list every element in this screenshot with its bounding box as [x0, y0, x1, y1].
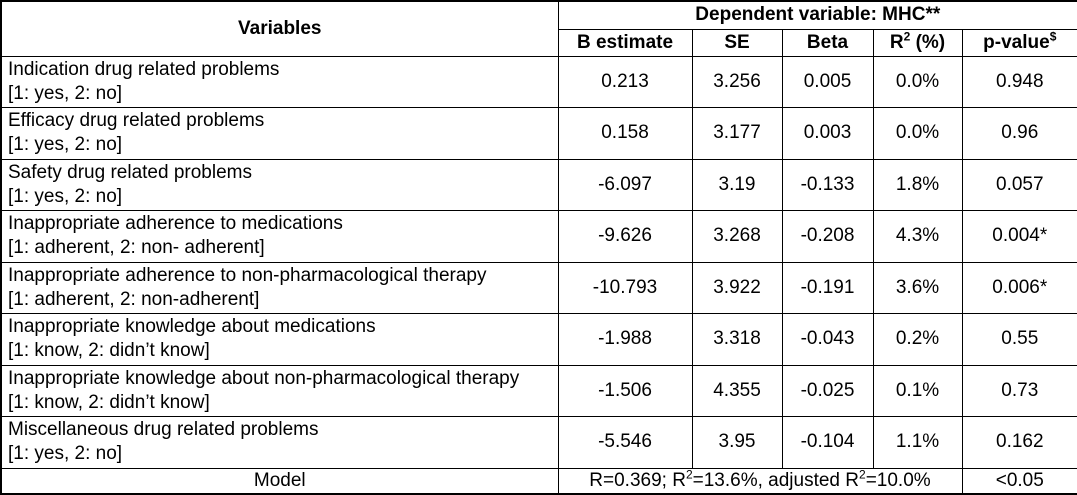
variable-range: [1: know, 2: didn’t know]	[8, 391, 210, 413]
header-row-dependent: Variables Dependent variable: MHC**	[0, 0, 1077, 57]
variable-cell: Inappropriate knowledge about medication…	[0, 313, 559, 366]
se-value: 3.19	[691, 158, 783, 211]
model-summary-sup: 2	[685, 468, 693, 482]
r-squared-value: 3.6%	[872, 261, 963, 314]
variable-cell: Inappropriate adherence to non-pharmacol…	[0, 261, 559, 314]
r-squared-value: 0.1%	[872, 364, 963, 417]
variable-range: [1: yes, 2: no]	[8, 443, 123, 465]
col-header-beta: Beta	[781, 28, 874, 57]
p-value-value: 0.73	[961, 364, 1077, 417]
model-summary-sup: 2	[859, 468, 866, 482]
se-value: 3.95	[691, 416, 783, 469]
p-value-base: p-value	[983, 31, 1050, 53]
table-row-indication-drp: Indication drug related problems [1: yes…	[0, 55, 1077, 108]
table-row-knowledge-non-pharmacological: Inappropriate knowledge about non-pharma…	[0, 364, 1077, 417]
variables-header-cell: Variables	[0, 0, 559, 57]
r-squared-value: 4.3%	[872, 210, 963, 263]
beta-value: 0.005	[781, 55, 874, 108]
b-estimate-value: -5.546	[557, 416, 693, 469]
se-value: 3.318	[691, 313, 783, 366]
p-value-value: 0.55	[961, 313, 1077, 366]
model-summary: R=0.369; R2=13.6%, adjusted R2=10.0%	[557, 467, 963, 495]
variable-cell: Safety drug related problems [1: yes, 2:…	[0, 158, 559, 211]
model-label: Model	[0, 467, 559, 495]
r-squared-value: 0.0%	[872, 55, 963, 108]
b-estimate-value: -6.097	[557, 158, 693, 211]
r-squared-value: 1.1%	[872, 416, 963, 469]
b-estimate-value: 0.213	[557, 55, 693, 108]
r-squared-value: 0.0%	[872, 107, 963, 160]
variable-label: Inappropriate knowledge about non-pharma…	[8, 367, 520, 389]
model-summary-part: =13.6%, adjusted R	[692, 469, 860, 491]
beta-value: -0.104	[781, 416, 874, 469]
variable-cell: Inappropriate knowledge about non-pharma…	[0, 364, 559, 417]
variable-cell: Miscellaneous drug related problems [1: …	[0, 416, 559, 469]
col-header-p-value: p-value$	[961, 28, 1077, 57]
variable-range: [1: adherent, 2: non- adherent]	[8, 237, 265, 259]
col-header-se: SE	[691, 28, 783, 57]
b-estimate-value: -1.506	[557, 364, 693, 417]
p-value-value: 0.162	[961, 416, 1077, 469]
beta-value: -0.025	[781, 364, 874, 417]
model-summary-part: R=0.369; R	[589, 469, 686, 491]
r-squared-sup: 2	[903, 29, 911, 44]
b-estimate-value: -1.988	[557, 313, 693, 366]
col-header-r-squared: R2 (%)	[872, 28, 963, 57]
r-squared-rest: (%)	[910, 31, 946, 53]
se-value: 3.177	[691, 107, 783, 160]
beta-value: -0.133	[781, 158, 874, 211]
table-row-safety-drp: Safety drug related problems [1: yes, 2:…	[0, 158, 1077, 211]
p-value-sup: $	[1049, 29, 1057, 44]
variable-range: [1: yes, 2: no]	[8, 185, 123, 207]
r-squared-value: 0.2%	[872, 313, 963, 366]
col-header-b-estimate: B estimate	[557, 28, 693, 57]
variable-cell: Indication drug related problems [1: yes…	[0, 55, 559, 108]
r-squared-base: R	[889, 31, 904, 53]
beta-value: -0.208	[781, 210, 874, 263]
variable-cell: Efficacy drug related problems [1: yes, …	[0, 107, 559, 160]
r-squared-value: 1.8%	[872, 158, 963, 211]
variable-label: Indication drug related problems	[8, 58, 280, 80]
variable-label: Efficacy drug related problems	[8, 110, 265, 132]
p-value-value: 0.006*	[961, 261, 1077, 314]
variable-range: [1: yes, 2: no]	[8, 134, 123, 156]
b-estimate-value: -9.626	[557, 210, 693, 263]
table-row-efficacy-drp: Efficacy drug related problems [1: yes, …	[0, 107, 1077, 160]
se-value: 3.922	[691, 261, 783, 314]
table-row-knowledge-medications: Inappropriate knowledge about medication…	[0, 313, 1077, 366]
p-value-value: 0.96	[961, 107, 1077, 160]
dependent-variable-header-cell: Dependent variable: MHC**	[557, 0, 1077, 30]
model-summary-part: =10.0%	[865, 469, 931, 491]
beta-value: 0.003	[781, 107, 874, 160]
header-row-columns: B estimate SE Beta R2 (%) p-value$	[1, 28, 1077, 57]
variable-cell: Inappropriate adherence to medications […	[0, 210, 559, 263]
se-value: 3.256	[691, 55, 783, 108]
se-value: 4.355	[691, 364, 783, 417]
variable-label: Safety drug related problems	[8, 161, 252, 183]
variable-label: Inappropriate adherence to non-pharmacol…	[8, 264, 487, 286]
p-value-value: 0.004*	[961, 210, 1077, 263]
p-value-value: 0.057	[961, 158, 1077, 211]
se-value: 3.268	[691, 210, 783, 263]
table-row-adherence-medications: Inappropriate adherence to medications […	[0, 210, 1077, 263]
table-row-model: Model R=0.369; R2=13.6%, adjusted R2=10.…	[0, 467, 1077, 495]
beta-value: -0.043	[781, 313, 874, 366]
variable-range: [1: adherent, 2: non-adherent]	[8, 288, 260, 310]
variable-label: Miscellaneous drug related problems	[8, 419, 319, 441]
variable-label: Inappropriate adherence to medications	[8, 213, 343, 235]
b-estimate-value: 0.158	[557, 107, 693, 160]
variable-range: [1: yes, 2: no]	[8, 82, 123, 104]
table-row-adherence-non-pharmacological: Inappropriate adherence to non-pharmacol…	[0, 261, 1077, 314]
variable-range: [1: know, 2: didn’t know]	[8, 340, 210, 362]
table-row-miscellaneous-drp: Miscellaneous drug related problems [1: …	[0, 416, 1077, 469]
p-value-value: 0.948	[961, 55, 1077, 108]
b-estimate-value: -10.793	[557, 261, 693, 314]
variable-label: Inappropriate knowledge about medication…	[8, 316, 376, 338]
model-p-value: <0.05	[961, 467, 1077, 495]
beta-value: -0.191	[781, 261, 874, 314]
